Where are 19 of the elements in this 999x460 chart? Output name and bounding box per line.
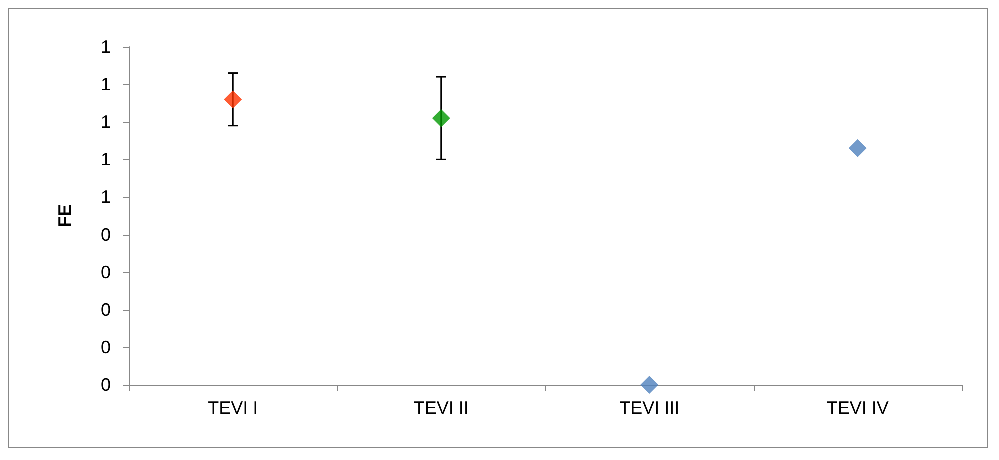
- point: [640, 376, 659, 394]
- point: [432, 109, 450, 128]
- y-tick-label: 0: [100, 300, 111, 320]
- x-tick-label: TEVI I: [208, 398, 258, 418]
- y-tick-label: 1: [100, 74, 111, 95]
- y-tick-label: 1: [100, 150, 111, 170]
- y-tick-label: 0: [100, 262, 111, 282]
- y-tick-label: 1: [100, 37, 111, 57]
- y-tick-label: 1: [100, 187, 111, 208]
- point: [224, 90, 242, 109]
- x-tick-label: TEVI III: [620, 398, 680, 418]
- x-tick-label: TEVI IV: [826, 398, 889, 418]
- y-tick-label: 1: [100, 112, 111, 132]
- y-tick-label: 0: [100, 337, 111, 358]
- x-tick-label: TEVI II: [414, 398, 469, 418]
- y-tick-label: 0: [100, 375, 111, 395]
- y-axis-title: FE: [55, 204, 75, 228]
- point: [848, 139, 867, 158]
- y-tick-label: 0: [100, 224, 111, 245]
